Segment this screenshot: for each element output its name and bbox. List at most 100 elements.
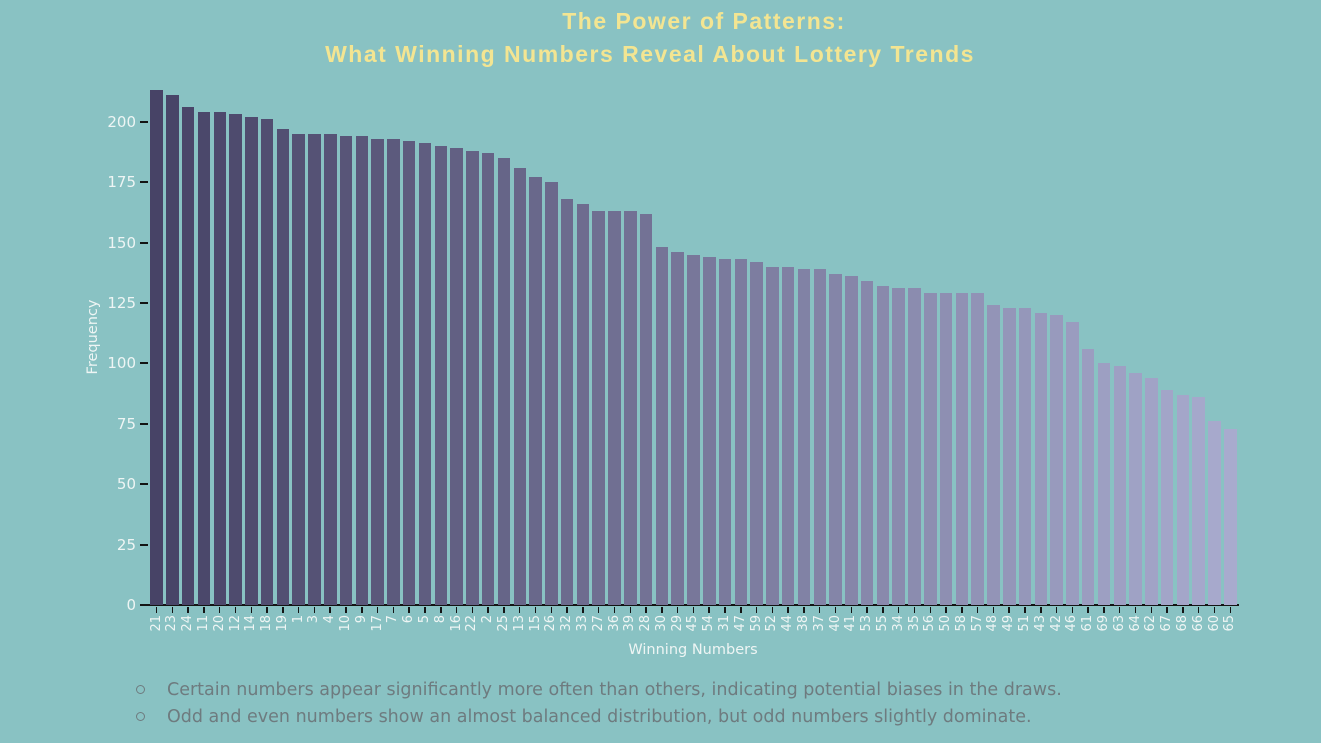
x-tick-label: 2: [480, 615, 496, 624]
bar-27: [592, 211, 605, 605]
x-tick-mark: [771, 606, 774, 613]
bar-62: [1145, 377, 1158, 605]
bar-2: [481, 153, 495, 605]
x-tick-mark: [1087, 606, 1089, 613]
y-tick-label: 0: [126, 596, 136, 614]
x-tick-mark: [455, 606, 458, 613]
bar-60: [1208, 421, 1221, 605]
y-tick-mark: [140, 362, 148, 365]
x-tick-mark: [708, 606, 710, 613]
bar-48: [987, 305, 1000, 605]
bar-55: [876, 286, 890, 605]
bar-22: [466, 150, 479, 605]
bar-13: [513, 167, 526, 605]
bar-64: [1129, 373, 1142, 605]
bar-50: [939, 293, 953, 605]
x-tick-mark: [250, 606, 253, 613]
bar-54: [703, 257, 716, 605]
x-tick-label: 4: [322, 615, 338, 624]
x-tick-label: 55: [874, 615, 890, 632]
bar-21: [150, 90, 163, 605]
bar-25: [497, 157, 511, 605]
x-tick-label: 14: [243, 615, 259, 632]
x-tick-label: 41: [843, 615, 859, 632]
bar-35: [908, 288, 921, 605]
note-line-2: Odd and even numbers show an almost bala…: [136, 704, 1062, 731]
x-tick-mark: [929, 606, 932, 613]
x-tick-mark: [361, 606, 363, 613]
bar-42: [1050, 315, 1063, 605]
x-tick-mark: [440, 606, 442, 613]
y-axis-label: Frequency: [85, 299, 101, 375]
x-tick-label: 64: [1127, 615, 1143, 632]
bar-66: [1192, 397, 1205, 605]
x-tick-label: 45: [685, 615, 701, 632]
x-tick-label: 10: [338, 615, 353, 632]
bar-45: [687, 254, 700, 605]
chart-title-line2: What Winning Numbers Reveal About Lotter…: [325, 41, 975, 67]
bar-51: [1018, 307, 1032, 605]
bar-61: [1081, 348, 1095, 605]
bar-47: [734, 259, 747, 605]
x-tick-label: 37: [811, 615, 827, 632]
x-tick-label: 28: [638, 615, 653, 632]
x-tick-mark: [329, 606, 331, 613]
bar-33: [576, 203, 590, 605]
x-tick-label: 34: [890, 615, 906, 632]
y-tick-label: 50: [116, 475, 136, 494]
x-tick-label: 40: [827, 615, 843, 632]
bar-58: [955, 293, 969, 605]
bar-17: [371, 138, 384, 605]
bar-68: [1176, 394, 1190, 605]
x-tick-mark: [266, 606, 268, 613]
bar-59: [750, 261, 763, 605]
bar-44: [781, 266, 795, 605]
x-tick-mark: [661, 606, 663, 613]
x-tick-label: 17: [369, 615, 385, 632]
bar-20: [213, 112, 226, 605]
x-tick-mark: [945, 606, 947, 613]
x-tick-label: 6: [401, 615, 417, 624]
x-tick-label: 51: [1017, 615, 1032, 632]
x-tick-label: 38: [795, 615, 811, 632]
y-tick-label: 75: [116, 414, 136, 433]
x-tick-label: 22: [464, 615, 480, 632]
x-tick-mark: [1103, 606, 1105, 613]
bar-28: [639, 213, 653, 605]
x-tick-mark: [1024, 606, 1026, 613]
bar-31: [718, 259, 732, 605]
x-tick-label: 66: [1190, 615, 1206, 632]
x-tick-label: 19: [274, 615, 290, 632]
bar-49: [1003, 307, 1016, 605]
x-tick-label: 25: [495, 615, 511, 632]
x-tick-label: 11: [195, 615, 211, 632]
x-tick-mark: [218, 606, 221, 613]
x-tick-mark: [1197, 606, 1200, 613]
y-tick-mark: [140, 181, 148, 184]
x-tick-mark: [1229, 606, 1232, 613]
x-tick-mark: [345, 606, 347, 613]
x-tick-mark: [1134, 606, 1137, 613]
x-tick-mark: [1150, 606, 1153, 613]
note-text-1: Certain numbers appear significantly mor…: [167, 680, 1062, 700]
bar-30: [655, 247, 669, 605]
x-tick-mark: [471, 606, 474, 613]
x-tick-label: 39: [622, 615, 638, 632]
y-tick-mark: [140, 604, 148, 606]
insight-notes: Certain numbers appear significantly mor…: [136, 677, 1062, 731]
x-tick-label: 43: [1032, 615, 1048, 632]
x-tick-label: 68: [1174, 615, 1190, 632]
x-tick-label: 9: [353, 615, 369, 624]
y-tick-mark: [140, 120, 148, 123]
x-tick-label: 59: [748, 615, 764, 632]
x-tick-label: 48: [985, 615, 1001, 632]
bar-5: [418, 143, 432, 605]
x-tick-label: 67: [1159, 615, 1175, 632]
x-tick-mark: [755, 606, 758, 613]
bar-67: [1160, 389, 1174, 605]
y-tick-mark: [140, 422, 148, 425]
x-tick-label: 60: [1206, 615, 1222, 632]
x-tick-label: 61: [1080, 615, 1096, 632]
x-tick-mark: [155, 606, 158, 613]
